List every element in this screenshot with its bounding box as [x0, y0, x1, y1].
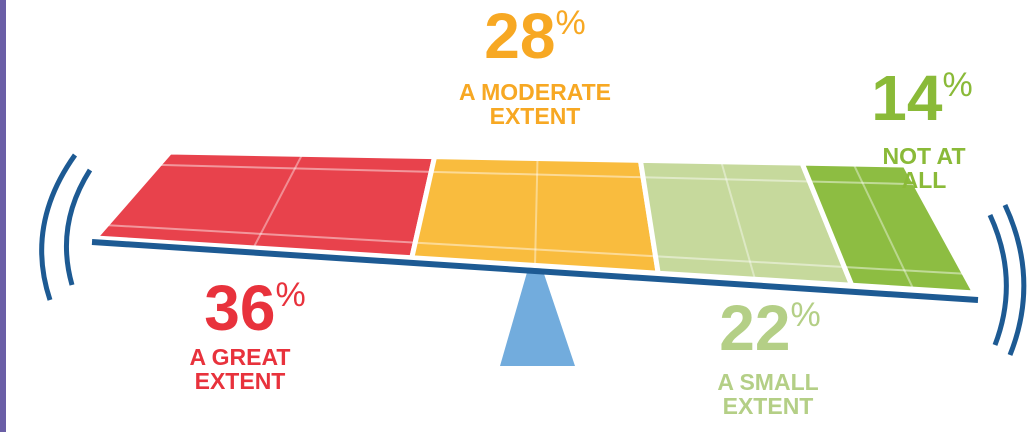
percent-unit: %: [275, 276, 305, 314]
percent-unit: %: [555, 4, 585, 42]
field: [92, 149, 978, 296]
motion-arc: [39, 153, 78, 301]
percent-label: 22%: [719, 292, 820, 364]
category-label: A MODERATE EXTENT: [458, 79, 612, 129]
category-label: A SMALL EXTENT: [717, 369, 819, 419]
percent-label: 36%: [204, 272, 305, 344]
category-label: A GREAT EXTENT: [189, 344, 291, 394]
seesaw-beam: [91, 239, 979, 303]
percent-unit: %: [942, 66, 972, 104]
category-label: NOT AT ALL: [882, 143, 966, 193]
percent-value: 14: [871, 62, 943, 134]
percent-unit: %: [790, 296, 820, 334]
motion-arc: [987, 213, 1009, 346]
pitch-marking: [852, 163, 915, 290]
field-segment: [799, 160, 978, 296]
pitch-marking: [252, 153, 304, 249]
motion-arc: [1002, 203, 1027, 356]
pitch-marking: [808, 180, 967, 275]
left-border: [0, 0, 6, 432]
pitch-marking: [720, 161, 756, 280]
fulcrum: [500, 262, 575, 366]
percent-label: 28%: [484, 0, 585, 72]
percent-value: 36: [204, 272, 275, 344]
percent-value: 28: [484, 0, 555, 72]
percent-label: 14%: [871, 62, 972, 134]
percent-value: 22: [719, 292, 790, 364]
motion-arc: [63, 168, 93, 286]
pitch-marking: [534, 158, 539, 266]
